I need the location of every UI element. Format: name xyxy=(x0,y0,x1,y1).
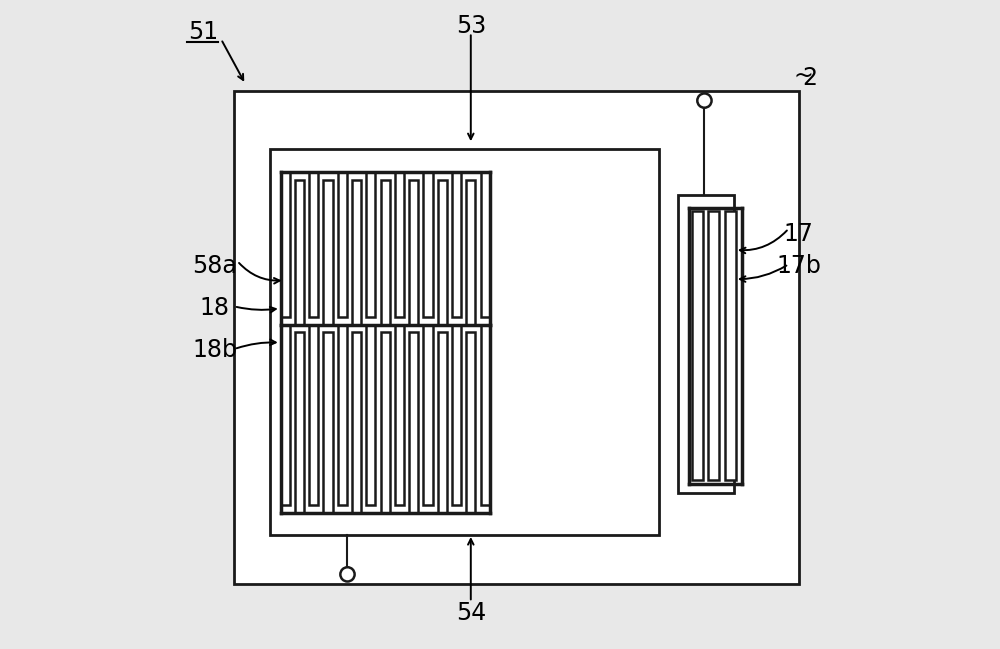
Bar xyxy=(395,324,404,505)
Bar xyxy=(409,332,418,513)
Text: 2: 2 xyxy=(803,66,818,90)
Bar xyxy=(270,149,659,535)
Bar xyxy=(323,332,333,513)
Text: 51: 51 xyxy=(188,21,218,44)
Bar xyxy=(338,324,347,505)
Text: 18b: 18b xyxy=(192,339,237,362)
Bar xyxy=(366,172,375,317)
Text: 54: 54 xyxy=(456,602,486,625)
Bar xyxy=(366,324,375,505)
Bar xyxy=(281,172,290,317)
Bar xyxy=(438,180,447,324)
Bar xyxy=(395,172,404,317)
Bar xyxy=(481,324,490,505)
Bar xyxy=(678,195,734,493)
Bar xyxy=(352,180,361,324)
Bar xyxy=(338,172,347,317)
Bar xyxy=(481,172,490,317)
Bar xyxy=(466,180,475,324)
Bar xyxy=(423,324,433,505)
Bar xyxy=(725,211,736,480)
Bar xyxy=(409,180,418,324)
Text: 18: 18 xyxy=(199,297,229,320)
Text: 17: 17 xyxy=(784,222,813,245)
Bar xyxy=(295,180,304,324)
Bar xyxy=(234,91,799,584)
Bar xyxy=(466,332,475,513)
Bar xyxy=(452,172,461,317)
Bar xyxy=(309,324,318,505)
Bar xyxy=(352,332,361,513)
Bar xyxy=(281,324,290,505)
Text: ~: ~ xyxy=(794,64,814,88)
Bar xyxy=(452,324,461,505)
Text: 17b: 17b xyxy=(776,254,821,278)
Bar xyxy=(381,180,390,324)
Bar xyxy=(323,180,333,324)
Bar xyxy=(438,332,447,513)
Text: 58a: 58a xyxy=(192,254,237,278)
Bar xyxy=(381,332,390,513)
Bar xyxy=(423,172,433,317)
Bar xyxy=(708,211,719,480)
Bar xyxy=(295,332,304,513)
Bar xyxy=(692,211,703,480)
Bar xyxy=(309,172,318,317)
Text: 53: 53 xyxy=(456,14,486,38)
